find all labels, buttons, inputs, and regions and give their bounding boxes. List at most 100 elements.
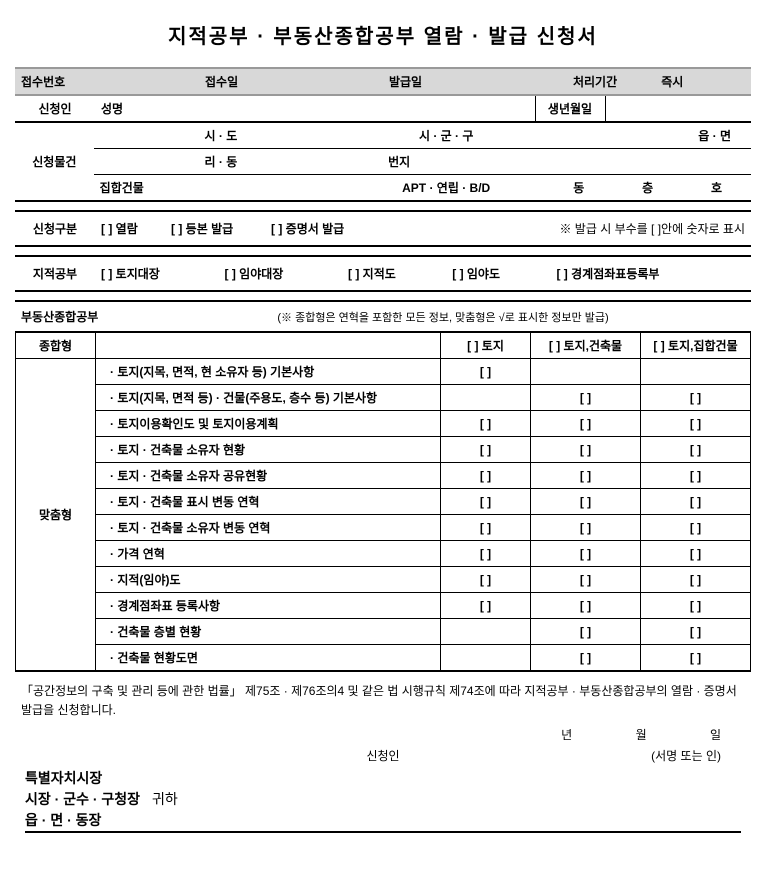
chk-c2 [531,359,641,385]
officials-block: 특별자치시장 시장 · 군수 · 구청장 귀하 읍 · 면 · 동장 [15,766,751,835]
col-land[interactable]: [ ] 토지 [441,333,531,359]
chk-c1[interactable]: [ ] [441,463,531,489]
chk-c3[interactable]: [ ] [641,541,751,567]
signer-label: 신청인 [366,749,399,763]
reqtype-copy[interactable]: [ ] 등본 발급 [165,211,265,246]
chk-c1[interactable]: [ ] [441,515,531,541]
addr-sido[interactable]: 시 · 도 [94,123,348,149]
official-line3: 읍 · 면 · 동장 [25,810,741,833]
addr-bunji[interactable]: 번지 [348,149,751,175]
custom-item: · 토지 · 건축물 표시 변동 연혁 [96,489,441,515]
chk-c3[interactable]: [ ] [641,593,751,619]
receipt-num-label: 접수번호 [15,68,103,95]
bldg-type-label: 집합건물 [94,175,348,202]
issue-date-label: 발급일 [383,68,471,95]
chk-c1[interactable]: [ ] [441,593,531,619]
chk-c3[interactable]: [ ] [641,645,751,672]
signer-line: 신청인 (서명 또는 인) [15,745,751,766]
receipt-date-label: 접수일 [199,68,287,95]
name-label: 성명 [95,96,155,122]
declaration-text: 「공간정보의 구축 및 관리 등에 관한 법률」 제75조 · 제76조의4 및… [15,678,751,724]
chk-c1[interactable]: [ ] [441,411,531,437]
bldg-ho[interactable]: 호 [682,175,751,202]
property-head: 신청물건 [15,123,94,201]
composite-head: 부동산종합공부 [15,301,135,332]
custom-item: · 토지이용확인도 및 토지이용계획 [96,411,441,437]
chk-c2[interactable]: [ ] [531,385,641,411]
chk-c2[interactable]: [ ] [531,463,641,489]
chk-c3[interactable]: [ ] [641,463,751,489]
addr-eupmyeon[interactable]: 읍 · 면 [544,123,751,149]
chk-c3[interactable]: [ ] [641,567,751,593]
date-line: 년 월 일 [15,724,751,745]
cad-opt5[interactable]: [ ] 경계점좌표등록부 [550,256,751,291]
cad-opt1[interactable]: [ ] 토지대장 [95,256,219,291]
reqtype-view[interactable]: [ ] 열람 [95,211,165,246]
property-section: 신청물건 시 · 도 시 · 군 · 구 읍 · 면 리 · 동 번지 집합건물… [15,123,751,202]
name-field[interactable] [155,96,535,122]
chk-c2[interactable]: [ ] [531,515,641,541]
chk-c3[interactable]: [ ] [641,385,751,411]
chk-c3[interactable]: [ ] [641,489,751,515]
applicant-section: 신청인 성명 생년월일 [15,96,751,123]
applicant-head: 신청인 [15,96,95,122]
addr-ridong[interactable]: 리 · 동 [94,149,348,175]
custom-item: · 지적(임야)도 [96,567,441,593]
reqtype-note: ※ 발급 시 부수를 [ ]안에 숫자로 표시 [375,211,751,246]
chk-c1[interactable]: [ ] [441,359,531,385]
chk-c2[interactable]: [ ] [531,619,641,645]
custom-type-label: 맞춤형 [16,359,96,672]
cad-opt4[interactable]: [ ] 임야도 [446,256,550,291]
custom-item: · 토지 · 건축물 소유자 공유현황 [96,463,441,489]
dob-label: 생년월일 [535,96,605,122]
custom-item: · 가격 연혁 [96,541,441,567]
full-type-label: 종합형 [16,333,96,359]
request-type-section: 신청구분 [ ] 열람 [ ] 등본 발급 [ ] 증명서 발급 ※ 발급 시 … [15,210,751,247]
chk-c2[interactable]: [ ] [531,541,641,567]
chk-c2[interactable]: [ ] [531,593,641,619]
cad-opt2[interactable]: [ ] 임야대장 [219,256,343,291]
official-line1: 특별자치시장 [25,768,741,789]
custom-item: · 토지(지목, 면적, 현 소유자 등) 기본사항 [96,359,441,385]
cadastral-section: 지적공부 [ ] 토지대장 [ ] 임야대장 [ ] 지적도 [ ] 임야도 [… [15,255,751,292]
chk-c3[interactable]: [ ] [641,437,751,463]
page-title: 지적공부 · 부동산종합공부 열람 · 발급 신청서 [15,20,751,49]
bldg-dong[interactable]: 동 [544,175,613,202]
composite-section: 부동산종합공부 (※ 종합형은 연혁을 포함한 모든 정보, 맞춤형은 √로 표… [15,300,751,332]
composite-note: (※ 종합형은 연혁을 포함한 모든 정보, 맞춤형은 √로 표시한 정보만 발… [135,301,751,332]
chk-c1 [441,385,531,411]
official-suffix: 귀하 [152,791,178,807]
custom-item: · 토지 · 건축물 소유자 현황 [96,437,441,463]
bldg-apt[interactable]: APT · 연립 · B/D [348,175,544,202]
custom-item: · 토지 · 건축물 소유자 변동 연혁 [96,515,441,541]
chk-c1[interactable]: [ ] [441,567,531,593]
cad-opt3[interactable]: [ ] 지적도 [342,256,446,291]
chk-c3[interactable]: [ ] [641,515,751,541]
day-label: 일 [710,728,721,742]
chk-c3[interactable]: [ ] [641,619,751,645]
chk-c3[interactable]: [ ] [641,411,751,437]
chk-c1[interactable]: [ ] [441,541,531,567]
month-label: 월 [636,728,647,742]
col-land-bldg[interactable]: [ ] 토지,건축물 [531,333,641,359]
chk-c2[interactable]: [ ] [531,645,641,672]
chk-c1[interactable]: [ ] [441,437,531,463]
reqtype-cert[interactable]: [ ] 증명서 발급 [265,211,375,246]
custom-item: · 건축물 현황도면 [96,645,441,672]
custom-item: · 토지(지목, 면적 등) · 건물(주용도, 층수 등) 기본사항 [96,385,441,411]
chk-c2[interactable]: [ ] [531,411,641,437]
dob-field[interactable] [605,96,751,122]
chk-c2[interactable]: [ ] [531,437,641,463]
year-label: 년 [561,728,572,742]
chk-c2[interactable]: [ ] [531,489,641,515]
chk-c2[interactable]: [ ] [531,567,641,593]
period-label: 처리기간 [567,68,655,95]
bldg-floor[interactable]: 층 [613,175,682,202]
chk-c1 [441,619,531,645]
custom-item: · 경계점좌표 등록사항 [96,593,441,619]
addr-sigungu[interactable]: 시 · 군 · 구 [348,123,544,149]
chk-c1[interactable]: [ ] [441,489,531,515]
period-value: 즉시 [655,68,751,95]
col-land-complex[interactable]: [ ] 토지,집합건물 [641,333,751,359]
chk-c1 [441,645,531,672]
